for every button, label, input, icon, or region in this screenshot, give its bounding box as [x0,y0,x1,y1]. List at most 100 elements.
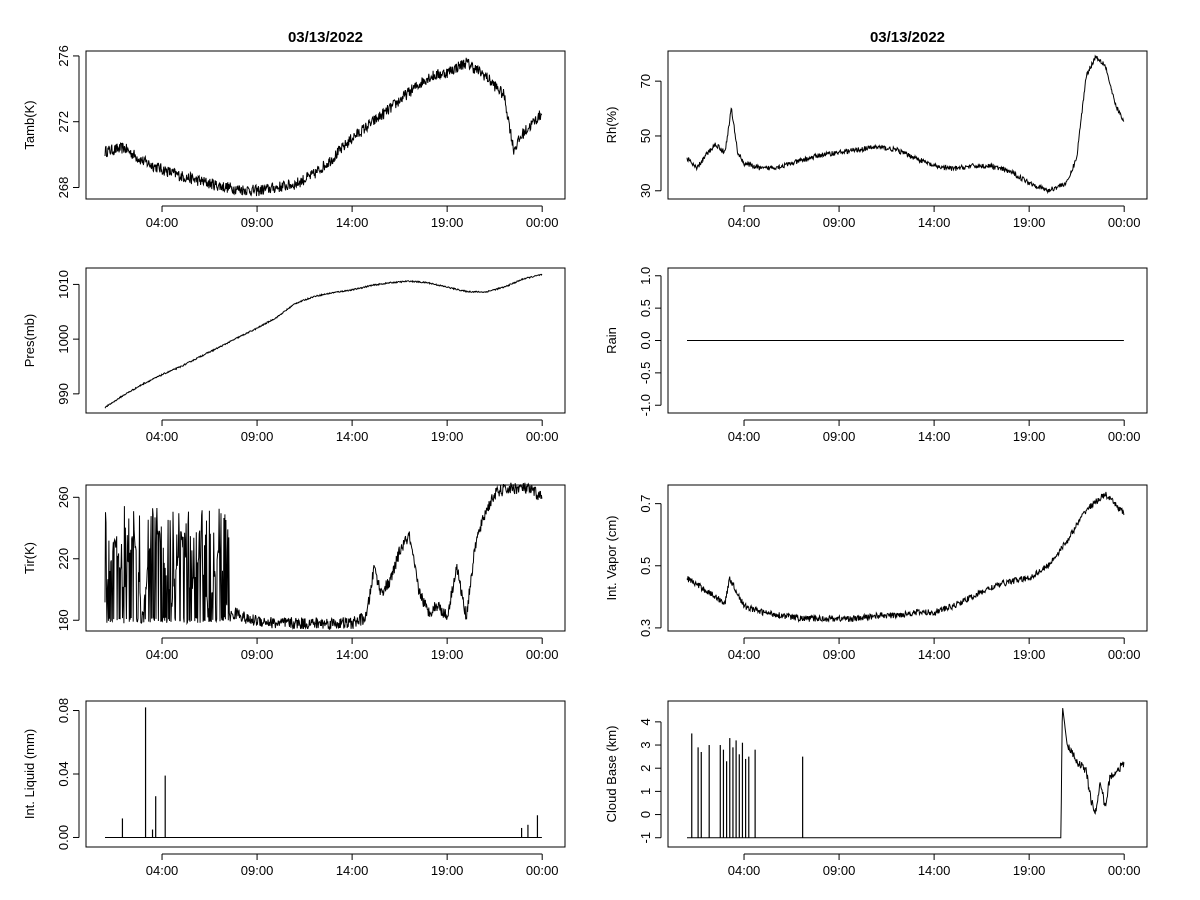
x-tick-label: 04:00 [728,215,761,230]
y-tick-label: 220 [56,548,71,570]
x-tick-label: 19:00 [1013,863,1046,878]
chart-title: 03/13/2022 [870,29,945,46]
y-axis-label: Tamb(K) [22,100,37,149]
x-tick-label: 14:00 [336,863,369,878]
panel-int-liquid-mm: 04:00 09:00 14:00 19:00 00:00 0.00 0.04 0.08 Int… [22,698,566,878]
y-axis-label: Tir(K) [22,542,37,574]
plot-frame [85,700,566,848]
x-tick-label: 00:00 [1108,429,1141,444]
y-tick-label: 0.5 [638,299,653,317]
y-tick-label: 0.08 [56,698,71,723]
x-tick-label: 14:00 [336,647,369,662]
x-tick-label: 19:00 [1013,215,1046,230]
y-tick-label: 1010 [56,270,71,299]
panel-cloud-base-km: 04:00 09:00 14:00 19:00 00:00 -1 0 1 2 3 4 Cloud Ba… [604,700,1148,878]
series-line [104,482,543,630]
x-tick-label: 04:00 [146,647,179,662]
x-tick-label: 19:00 [431,863,464,878]
chart-title: 03/13/2022 [288,29,363,46]
plot-frame [667,484,1148,632]
y-tick-label: 50 [638,129,653,143]
y-axis-label: Int. Liquid (mm) [22,729,37,819]
series-line [104,273,543,409]
x-tick-label: 09:00 [823,647,856,662]
y-tick-label: 2 [638,765,653,772]
y-tick-label: 0.7 [638,495,653,513]
x-tick-label: 14:00 [918,429,951,444]
panel-rain: 04:00 09:00 14:00 19:00 00:00 -1.0 -0.5 0.0 0.5 1… [604,267,1148,444]
panel-tamb-k: 03/13/2022 04:00 09:00 14:00 19:00 00:00 268 27… [22,29,566,230]
panel-pres-mb: 04:00 09:00 14:00 19:00 00:00 990 1000 1010 Pres… [22,267,566,444]
y-axis-label: Cloud Base (km) [604,726,619,823]
plot-frame [85,267,566,414]
series-line [687,708,1125,839]
x-tick-label: 00:00 [526,647,559,662]
y-tick-label: 70 [638,74,653,88]
y-tick-label: -0.5 [638,362,653,384]
y-tick-label: -1.0 [638,394,653,416]
y-tick-label: 276 [56,45,71,67]
x-tick-label: 00:00 [526,429,559,444]
y-axis-label: Pres(mb) [22,314,37,367]
y-tick-label: 0.00 [56,825,71,850]
x-tick-label: 04:00 [146,215,179,230]
x-tick-label: 14:00 [918,215,951,230]
y-tick-label: 4 [638,718,653,725]
x-tick-label: 14:00 [918,863,951,878]
x-tick-label: 09:00 [241,215,274,230]
plot-frame [667,267,1148,414]
y-axis-label: Rh(%) [604,107,619,144]
y-tick-label: 0.5 [638,557,653,575]
y-tick-label: -1 [638,832,653,844]
y-tick-label: 0.3 [638,619,653,637]
y-tick-label: 260 [56,486,71,508]
x-tick-label: 04:00 [146,429,179,444]
y-tick-label: 1.0 [638,267,653,285]
x-tick-label: 09:00 [823,215,856,230]
x-tick-label: 04:00 [728,429,761,444]
x-tick-label: 09:00 [241,429,274,444]
y-tick-label: 1 [638,788,653,795]
x-tick-label: 04:00 [728,647,761,662]
series-line [104,57,543,197]
x-tick-label: 14:00 [336,215,369,230]
x-tick-label: 19:00 [1013,429,1046,444]
x-tick-label: 00:00 [526,215,559,230]
plot-frame [667,700,1148,848]
y-tick-label: 3 [638,741,653,748]
y-tick-label: 0 [638,811,653,818]
plot-frame [85,50,566,200]
series-line [686,54,1125,195]
y-axis-label: Rain [604,327,619,354]
x-tick-label: 09:00 [241,647,274,662]
x-tick-label: 04:00 [728,863,761,878]
y-tick-label: 268 [56,177,71,199]
y-tick-label: 0.04 [56,761,71,786]
plot-frame [667,50,1148,200]
x-tick-label: 00:00 [1108,647,1141,662]
y-axis-label: Int. Vapor (cm) [604,515,619,600]
y-tick-label: 0.0 [638,331,653,349]
x-tick-label: 00:00 [526,863,559,878]
x-tick-label: 09:00 [241,863,274,878]
y-tick-label: 990 [56,383,71,405]
x-tick-label: 09:00 [823,429,856,444]
x-tick-label: 19:00 [431,429,464,444]
x-tick-label: 19:00 [431,215,464,230]
y-tick-label: 1000 [56,325,71,354]
panel-tir-k: 04:00 09:00 14:00 19:00 00:00 180 220 260 Tir(K) [22,482,566,662]
y-tick-label: 272 [56,111,71,133]
x-tick-label: 19:00 [431,647,464,662]
y-tick-label: 30 [638,184,653,198]
x-tick-label: 00:00 [1108,215,1141,230]
x-tick-label: 14:00 [918,647,951,662]
panel-int-vapor-cm: 04:00 09:00 14:00 19:00 00:00 0.3 0.5 0.7 Int. V… [604,484,1148,662]
x-tick-label: 04:00 [146,863,179,878]
y-tick-label: 180 [56,609,71,631]
x-tick-label: 14:00 [336,429,369,444]
plot-frame [85,484,566,632]
x-tick-label: 00:00 [1108,863,1141,878]
series-line [686,491,1125,623]
x-tick-label: 09:00 [823,863,856,878]
